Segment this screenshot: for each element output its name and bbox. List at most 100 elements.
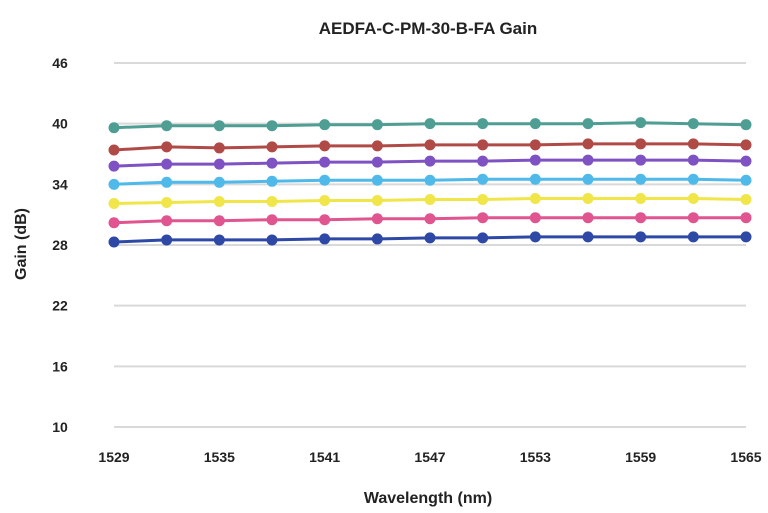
data-point	[477, 155, 489, 167]
x-tick-label: 1565	[730, 449, 761, 465]
y-tick-label: 34	[52, 176, 68, 192]
data-point	[266, 157, 278, 169]
data-point	[529, 231, 541, 243]
data-point	[424, 232, 436, 244]
data-point	[161, 197, 173, 209]
data-point	[582, 154, 594, 166]
data-point	[266, 141, 278, 153]
data-point	[108, 198, 120, 210]
chart-title: AEDFA-C-PM-30-B-FA Gain	[319, 19, 538, 38]
series-5	[108, 192, 752, 210]
data-point	[161, 158, 173, 170]
data-point	[371, 213, 383, 225]
data-point	[108, 236, 120, 248]
data-point	[529, 154, 541, 166]
data-point	[319, 195, 331, 207]
x-tick-label: 1553	[520, 449, 551, 465]
data-point	[319, 174, 331, 186]
data-point	[213, 158, 225, 170]
y-tick-label: 40	[52, 116, 68, 132]
x-tick-label: 1559	[625, 449, 656, 465]
x-axis-label: Wavelength (nm)	[364, 490, 492, 507]
data-point	[687, 118, 699, 130]
data-point	[108, 178, 120, 190]
data-point	[740, 212, 752, 224]
data-point	[371, 174, 383, 186]
data-point	[424, 194, 436, 205]
data-point	[635, 173, 647, 185]
y-tick-label: 22	[52, 298, 68, 314]
data-point	[424, 118, 436, 130]
data-point	[266, 214, 278, 226]
data-point	[161, 234, 173, 246]
data-point	[108, 160, 120, 172]
data-point	[529, 212, 541, 224]
series-4	[108, 173, 752, 190]
y-tick-label: 46	[52, 55, 68, 71]
y-axis-ticks: 10 16 22 28 34 40 46	[52, 55, 68, 435]
data-point	[582, 138, 594, 150]
data-point	[161, 215, 173, 227]
data-point	[477, 194, 489, 205]
data-point	[213, 176, 225, 188]
x-tick-label: 1535	[204, 449, 235, 465]
series-7	[108, 231, 752, 248]
data-point	[319, 214, 331, 226]
data-point	[477, 212, 489, 224]
x-axis-ticks: 1529 1535 1541 1547 1553 1559 1565	[98, 449, 761, 465]
series-6	[108, 212, 752, 229]
y-tick-label: 16	[52, 358, 68, 374]
data-point	[687, 173, 699, 185]
data-point	[477, 139, 489, 151]
data-point	[371, 119, 383, 131]
gridlines	[114, 62, 746, 428]
series-2	[108, 138, 752, 156]
series-1	[108, 117, 752, 134]
data-point	[266, 175, 278, 187]
data-point	[687, 212, 699, 224]
x-tick-label: 1547	[414, 449, 445, 465]
data-point	[161, 141, 173, 153]
data-point	[635, 117, 647, 129]
series-3	[108, 154, 752, 172]
data-point	[424, 213, 436, 225]
data-point	[529, 192, 541, 204]
data-point	[424, 174, 436, 186]
data-point	[319, 156, 331, 168]
x-tick-label: 1541	[309, 449, 340, 465]
data-point	[213, 234, 225, 246]
data-point	[687, 231, 699, 243]
data-point	[213, 215, 225, 227]
data-point	[477, 173, 489, 185]
data-point	[319, 233, 331, 245]
data-point	[740, 155, 752, 167]
data-point	[371, 195, 383, 207]
data-point	[635, 154, 647, 166]
y-tick-label: 28	[52, 237, 68, 253]
data-point	[740, 139, 752, 151]
data-point	[529, 173, 541, 185]
series-lines	[108, 117, 752, 248]
data-point	[108, 217, 120, 229]
data-point	[371, 233, 383, 245]
data-point	[740, 174, 752, 186]
data-point	[213, 142, 225, 154]
data-point	[213, 196, 225, 208]
data-point	[319, 140, 331, 152]
data-point	[161, 120, 173, 132]
data-point	[266, 196, 278, 208]
data-point	[477, 118, 489, 130]
data-point	[529, 139, 541, 151]
data-point	[740, 194, 752, 205]
data-point	[161, 176, 173, 188]
x-tick-label: 1529	[98, 449, 129, 465]
data-point	[424, 139, 436, 151]
y-tick-label: 10	[52, 419, 68, 435]
data-point	[108, 122, 120, 134]
data-point	[213, 120, 225, 132]
data-point	[687, 138, 699, 150]
data-point	[635, 192, 647, 204]
data-point	[266, 234, 278, 246]
